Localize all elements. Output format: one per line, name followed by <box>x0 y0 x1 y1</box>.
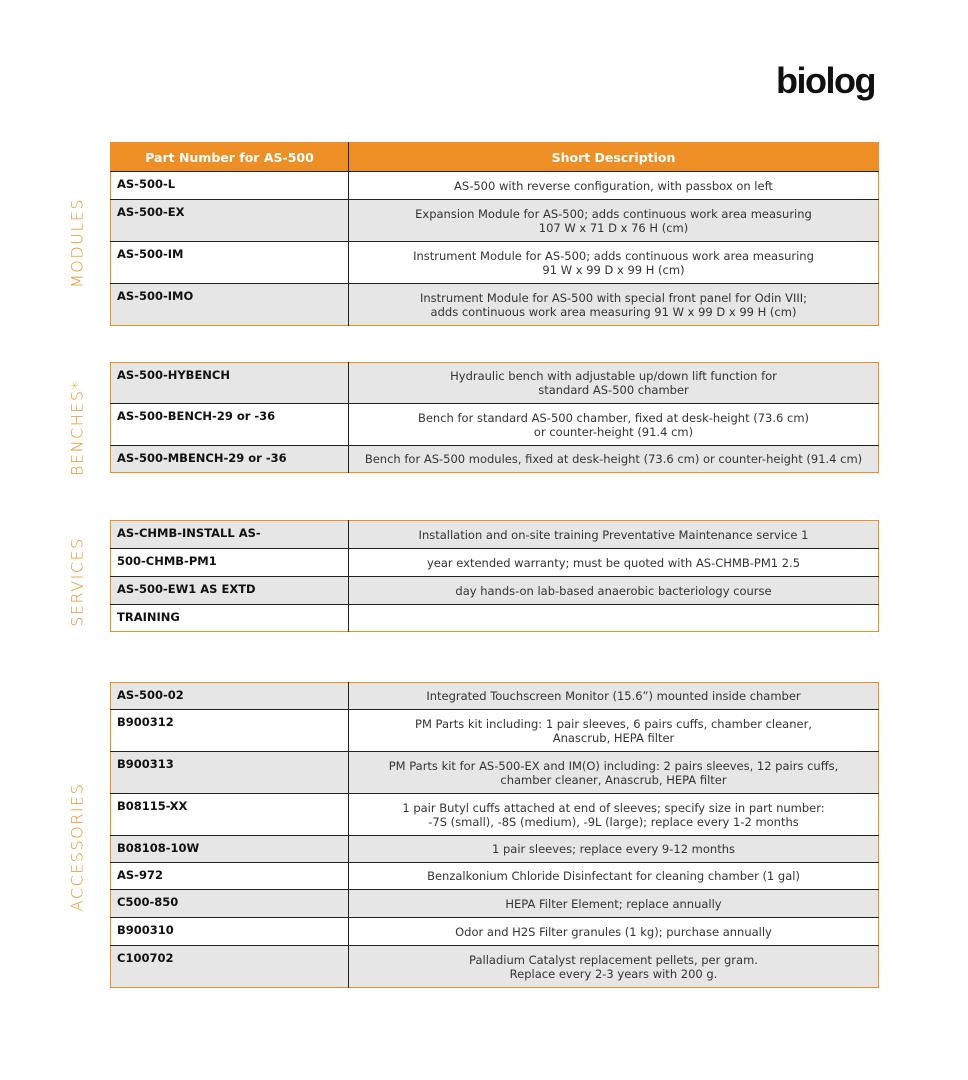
short-description: Instrument Module for AS-500 with specia… <box>348 283 879 326</box>
section-label-benches: BENCHES* <box>67 379 87 477</box>
part-number: AS-500-EW1 AS EXTD <box>110 576 349 605</box>
short-description: PM Parts kit including: 1 pair sleeves, … <box>348 709 879 752</box>
short-description: year extended warranty; must be quoted w… <box>348 548 879 577</box>
part-number: AS-500-IMO <box>110 283 349 326</box>
short-description: PM Parts kit for AS-500-EX and IM(O) inc… <box>348 751 879 794</box>
table-row: B08115-XX 1 pair Butyl cuffs attached at … <box>110 793 879 836</box>
table-row: AS-500-HYBENCH Hydraulic bench with adjus… <box>110 362 879 404</box>
part-number: AS-500-EX <box>110 199 349 242</box>
header-short-description: Short Description <box>348 142 879 172</box>
biolog-logo: biolog <box>776 60 876 101</box>
part-number: C100702 <box>110 945 349 988</box>
short-description: Integrated Touchscreen Monitor (15.6”) m… <box>348 682 879 710</box>
table-row: AS-500-L AS-500 with reverse configuratio… <box>110 171 879 200</box>
short-description <box>348 604 879 632</box>
part-number: AS-500-MBENCH-29 or -36 <box>110 445 349 473</box>
table-row: AS-500-MBENCH-29 or -36 Bench for AS-500 … <box>110 445 879 473</box>
part-number: B08115-XX <box>110 793 349 836</box>
short-description: Benzalkonium Chloride Disinfectant for c… <box>348 862 879 890</box>
section-label-accessories: ACCESSORIES <box>67 782 87 912</box>
section-label-services: SERVICES <box>67 537 87 627</box>
table-row: AS-500-EX Expansion Module for AS-500; ad… <box>110 199 879 242</box>
short-description: Odor and H2S Filter granules (1 kg); pur… <box>348 917 879 946</box>
part-number: C500-850 <box>110 889 349 918</box>
short-description: day hands-on lab-based anaerobic bacteri… <box>348 576 879 605</box>
part-number: B900310 <box>110 917 349 946</box>
benches-table: AS-500-HYBENCH Hydraulic bench with adjus… <box>110 362 879 473</box>
part-number: AS-500-IM <box>110 241 349 284</box>
table-row: 500-CHMB-PM1 year extended warranty; must… <box>110 548 879 577</box>
table-row: AS-500-BENCH-29 or -36 Bench for standard… <box>110 403 879 446</box>
short-description: Hydraulic bench with adjustable up/down … <box>348 362 879 404</box>
short-description: Installation and on-site training Preven… <box>348 520 879 549</box>
short-description: Instrument Module for AS-500; adds conti… <box>348 241 879 284</box>
part-number: B08108-10W <box>110 835 349 863</box>
section-label-modules: MODULES <box>67 197 87 289</box>
part-number: B900313 <box>110 751 349 794</box>
part-number: AS-500-L <box>110 171 349 200</box>
short-description: Bench for standard AS-500 chamber, fixed… <box>348 403 879 446</box>
short-description: Bench for AS-500 modules, fixed at desk-… <box>348 445 879 473</box>
short-description: 1 pair sleeves; replace every 9-12 month… <box>348 835 879 863</box>
table-row: AS-CHMB-INSTALL AS- Installation and on-s… <box>110 520 879 549</box>
part-number: B900312 <box>110 709 349 752</box>
table-row: B900313 PM Parts kit for AS-500-EX and IM… <box>110 751 879 794</box>
short-description: 1 pair Butyl cuffs attached at end of sl… <box>348 793 879 836</box>
table-row: AS-972 Benzalkonium Chloride Disinfectant… <box>110 862 879 890</box>
short-description: AS-500 with reverse configuration, with … <box>348 171 879 200</box>
services-table: AS-CHMB-INSTALL AS- Installation and on-s… <box>110 520 879 632</box>
part-number: AS-972 <box>110 862 349 890</box>
table-row: C500-850 HEPA Filter Element; replace ann… <box>110 889 879 918</box>
table-row: AS-500-EW1 AS EXTD day hands-on lab-based… <box>110 576 879 605</box>
table-row: B08108-10W 1 pair sleeves; replace every … <box>110 835 879 863</box>
part-number: 500-CHMB-PM1 <box>110 548 349 577</box>
table-row: C100702 Palladium Catalyst replacement pe… <box>110 945 879 988</box>
short-description: Expansion Module for AS-500; adds contin… <box>348 199 879 242</box>
table-row: TRAINING <box>110 604 879 632</box>
part-number: AS-CHMB-INSTALL AS- <box>110 520 349 549</box>
table-row: B900312 PM Parts kit including: 1 pair sl… <box>110 709 879 752</box>
short-description: HEPA Filter Element; replace annually <box>348 889 879 918</box>
modules-table: Part Number for AS-500 Short Description … <box>110 142 879 326</box>
part-number: TRAINING <box>110 604 349 632</box>
part-number: AS-500-BENCH-29 or -36 <box>110 403 349 446</box>
table-row: AS-500-02 Integrated Touchscreen Monitor … <box>110 682 879 710</box>
short-description: Palladium Catalyst replacement pellets, … <box>348 945 879 988</box>
table-row: AS-500-IM Instrument Module for AS-500; a… <box>110 241 879 284</box>
part-number: AS-500-02 <box>110 682 349 710</box>
header-part-number: Part Number for AS-500 <box>110 142 349 172</box>
accessories-table: AS-500-02 Integrated Touchscreen Monitor … <box>110 682 879 988</box>
table-row: AS-500-IMO Instrument Module for AS-500 w… <box>110 283 879 326</box>
part-number: AS-500-HYBENCH <box>110 362 349 404</box>
table-row: B900310 Odor and H2S Filter granules (1 k… <box>110 917 879 946</box>
